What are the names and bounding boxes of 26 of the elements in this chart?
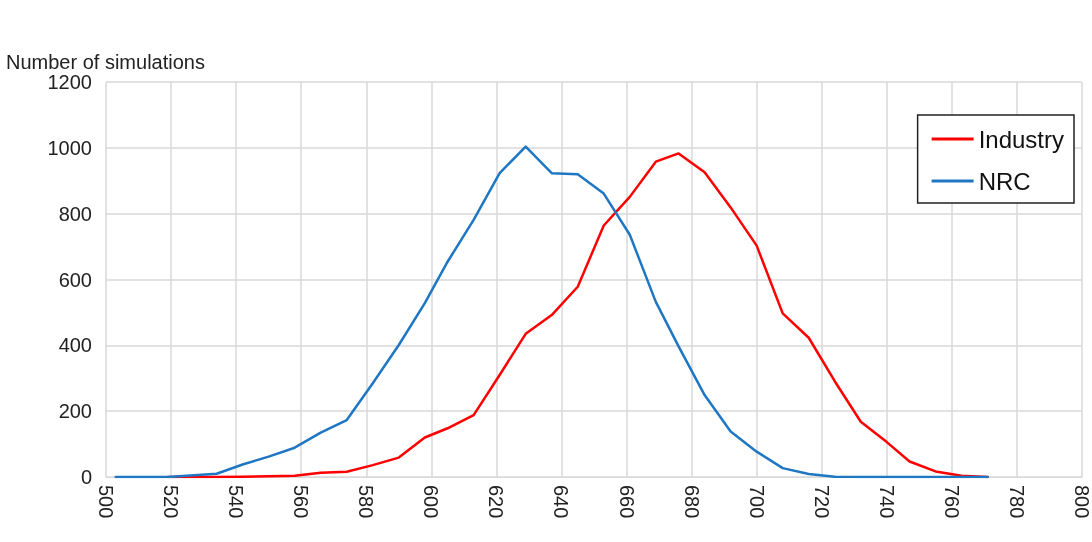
y-axis-title: Number of simulations bbox=[6, 51, 205, 73]
y-tick-label: 400 bbox=[58, 334, 92, 357]
x-tick-label: 540 bbox=[225, 485, 248, 519]
x-tick-label: 700 bbox=[745, 485, 768, 519]
y-tick-label: 600 bbox=[58, 268, 92, 291]
x-tick-label: 560 bbox=[290, 485, 313, 519]
x-tick-label: 620 bbox=[485, 485, 508, 519]
x-tick-label: 760 bbox=[940, 485, 963, 519]
x-tick-label: 740 bbox=[875, 485, 898, 519]
x-tick-label: 680 bbox=[680, 485, 703, 519]
legend-label: NRC bbox=[978, 167, 1031, 195]
x-tick-label: 520 bbox=[160, 485, 183, 519]
y-tick-label: 1200 bbox=[47, 71, 92, 93]
x-tick-label: 600 bbox=[420, 485, 443, 519]
legend-label: Industry bbox=[978, 125, 1064, 153]
x-tick-label: 800 bbox=[1071, 485, 1092, 519]
x-tick-label: 580 bbox=[355, 485, 378, 519]
y-tick-label: 200 bbox=[58, 400, 92, 423]
x-tick-label: 780 bbox=[1005, 485, 1028, 519]
x-tick-label: 660 bbox=[615, 485, 638, 519]
y-tick-label: 800 bbox=[58, 202, 92, 225]
x-tick-label: 720 bbox=[810, 485, 833, 519]
y-tick-label: 0 bbox=[80, 466, 92, 488]
x-tick-label: 640 bbox=[550, 485, 573, 519]
x-tick-label: 500 bbox=[95, 485, 117, 519]
y-tick-label: 1000 bbox=[47, 136, 92, 159]
